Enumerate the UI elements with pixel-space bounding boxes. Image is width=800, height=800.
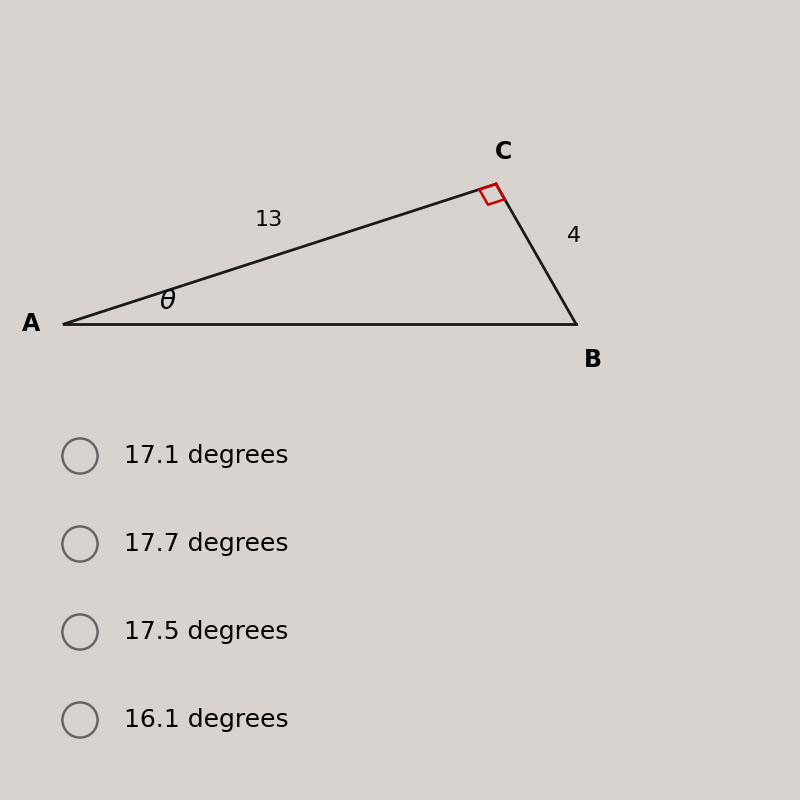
Text: 4: 4 [567,226,582,246]
Text: B: B [584,348,602,372]
Text: 17.1 degrees: 17.1 degrees [124,444,289,468]
Text: 13: 13 [254,210,283,230]
Text: 17.5 degrees: 17.5 degrees [124,620,288,644]
Text: 17.7 degrees: 17.7 degrees [124,532,289,556]
Text: C: C [495,140,513,164]
Text: A: A [22,312,40,336]
Text: θ: θ [160,289,176,314]
Text: 16.1 degrees: 16.1 degrees [124,708,289,732]
